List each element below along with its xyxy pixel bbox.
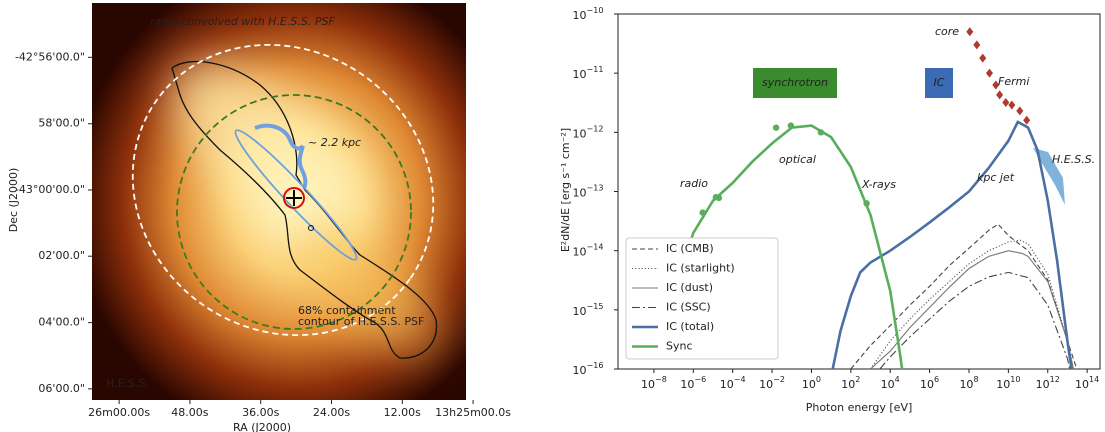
data-point xyxy=(818,129,824,135)
legend-label: IC (SSC) xyxy=(666,301,711,314)
x-tick-label: 10−4 xyxy=(720,375,746,392)
y-tick-label: 10−14 xyxy=(573,242,604,259)
y-tick-label: 58'00.0" xyxy=(38,117,85,130)
x-tick-label: 1010 xyxy=(996,375,1020,392)
legend-label: IC (CMB) xyxy=(666,242,714,255)
data-point xyxy=(1023,116,1030,125)
y-axis-label: Dec (J2000) xyxy=(7,168,20,233)
data-point xyxy=(996,90,1003,99)
figure: 26m00.00s 48.00s 36.00s 24.00s 12.00s 13h25m0… xyxy=(0,0,1105,432)
chart-annotation: Fermi xyxy=(998,75,1029,88)
chart-annotation: H.E.S.S. xyxy=(1052,153,1095,166)
y-tick-label: -42°56'00.0" xyxy=(15,50,85,63)
legend-box xyxy=(626,238,778,359)
series-line xyxy=(871,251,1074,369)
y-tick-label: 10−13 xyxy=(573,183,604,200)
x-tick-label: 1012 xyxy=(1036,375,1060,392)
data-point xyxy=(788,122,794,128)
x-tick-label: 10−2 xyxy=(759,375,785,392)
chart-annotation: synchrotron xyxy=(762,76,828,89)
y-tick-label: -43°00'00.0" xyxy=(15,183,85,196)
map-annotation: ~ 2.2 kpc xyxy=(308,136,361,149)
x-tick-label: 26m00.00s xyxy=(88,406,150,419)
legend-label: IC (starlight) xyxy=(666,262,735,275)
data-point xyxy=(863,200,869,206)
legend-label: Sync xyxy=(666,340,693,353)
data-point xyxy=(986,69,993,78)
data-point xyxy=(966,27,973,36)
x-tick-label: 102 xyxy=(841,375,860,392)
data-point xyxy=(1002,98,1009,107)
x-tick-label: 106 xyxy=(920,375,939,392)
y-tick-label: 10−10 xyxy=(573,6,604,23)
data-point xyxy=(979,54,986,63)
x-axis-label: Photon energy [eV] xyxy=(806,401,913,414)
chart-annotation: radio xyxy=(680,177,708,190)
y-tick-label: 02'00.0" xyxy=(38,249,85,262)
y-tick-label: 10−12 xyxy=(573,124,604,141)
x-tick-label: 24.00s xyxy=(313,406,350,419)
y-tick-label: 10−16 xyxy=(573,361,604,378)
legend-label: IC (total) xyxy=(666,320,714,333)
data-point xyxy=(973,40,980,49)
data-point xyxy=(716,195,722,201)
x-tick-label: 100 xyxy=(802,375,821,392)
x-tick-label: 104 xyxy=(881,375,900,392)
data-point xyxy=(1016,106,1023,115)
chart-annotation: optical xyxy=(779,153,816,166)
x-tick-label: 48.00s xyxy=(171,406,208,419)
y-tick-label: 10−11 xyxy=(573,65,604,82)
x-tick-label: 10−6 xyxy=(680,375,706,392)
map-annotation: H.E.S.S. xyxy=(106,377,149,390)
x-tick-label: 12.00s xyxy=(384,406,421,419)
series-line xyxy=(833,122,1072,369)
x-axis-label: RA (J2000) xyxy=(233,421,291,432)
data-point xyxy=(1008,100,1015,109)
chart-annotation: core xyxy=(935,25,959,38)
data-point xyxy=(699,209,705,215)
x-tick-label: 13h25m00.0s xyxy=(435,406,511,419)
x-tick-label: 36.00s xyxy=(242,406,279,419)
chart-annotation: X-rays xyxy=(861,178,896,191)
x-tick-label: 1014 xyxy=(1075,375,1099,392)
series-line xyxy=(851,224,1077,369)
legend-label: IC (dust) xyxy=(666,281,713,294)
y-tick-label: 06'00.0" xyxy=(38,382,85,395)
y-axis-label: E²dN/dE [erg s⁻¹ cm⁻²] xyxy=(559,128,572,252)
data-point xyxy=(773,124,779,130)
series-line xyxy=(871,240,1074,369)
y-tick-label: 10−15 xyxy=(573,301,604,318)
map-annotation: contour of H.E.S.S. PSF xyxy=(298,315,424,328)
sky-map xyxy=(76,0,491,400)
map-annotation: radio convolved with H.E.S.S. PSF xyxy=(150,15,335,28)
y-tick-label: 04'00.0" xyxy=(38,316,85,329)
chart-annotation: kpc jet xyxy=(977,171,1015,184)
x-tick-label: 10−8 xyxy=(641,375,667,392)
chart-annotation: IC xyxy=(934,76,945,89)
x-tick-label: 108 xyxy=(959,375,978,392)
